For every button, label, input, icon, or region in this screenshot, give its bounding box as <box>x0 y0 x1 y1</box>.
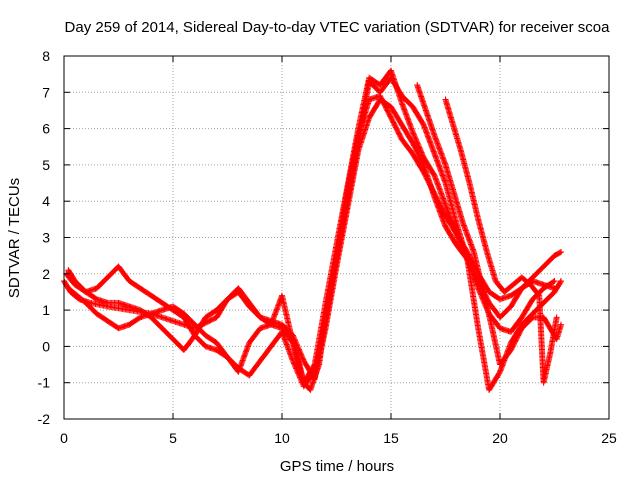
data-point-marker <box>410 131 417 138</box>
data-point-marker <box>299 355 306 362</box>
data-point-marker <box>414 139 421 146</box>
data-series-track-c <box>65 74 565 393</box>
data-point-marker <box>292 364 299 371</box>
data-point-marker <box>462 251 469 258</box>
data-point-marker <box>461 249 468 256</box>
chart-title: Day 259 of 2014, Sidereal Day-to-day VTE… <box>65 19 611 36</box>
data-point-marker <box>556 249 563 256</box>
x-tick-label: 10 <box>274 430 290 446</box>
data-point-marker <box>455 234 462 241</box>
data-point-marker <box>419 150 426 157</box>
data-point-marker <box>455 235 462 242</box>
y-tick-label: 2 <box>42 266 50 282</box>
data-series-track-b <box>63 96 565 383</box>
data-point-marker <box>415 141 422 148</box>
y-tick-label: -1 <box>38 375 51 391</box>
x-tick-label: 20 <box>492 430 508 446</box>
data-point-marker <box>457 239 464 246</box>
data-point-marker <box>417 147 424 154</box>
data-point-marker <box>409 129 416 136</box>
data-point-marker <box>460 247 467 254</box>
data-point-marker <box>458 243 465 250</box>
data-point-marker <box>289 357 296 364</box>
x-tick-label: 5 <box>169 430 177 446</box>
data-point-marker <box>557 279 564 286</box>
x-tick-label: 15 <box>383 430 399 446</box>
data-point-marker <box>453 232 460 239</box>
data-point-marker <box>459 244 466 251</box>
x-tick-label: 0 <box>60 430 68 446</box>
data-point-marker <box>411 133 418 140</box>
y-tick-label: 3 <box>42 230 50 246</box>
data-point-marker <box>290 359 297 366</box>
y-tick-label: 5 <box>42 157 50 173</box>
y-axis-label: SDTVAR / TECUs <box>6 178 23 298</box>
data-point-marker <box>461 248 468 255</box>
data-point-marker <box>415 143 422 150</box>
data-point-marker <box>457 241 464 248</box>
y-tick-label: 4 <box>42 193 50 209</box>
y-tick-label: 0 <box>42 338 50 354</box>
data-point-marker <box>298 352 305 359</box>
data-layer <box>61 67 565 393</box>
y-tick-label: 6 <box>42 121 50 137</box>
y-tick-label: 8 <box>42 48 50 64</box>
data-point-marker <box>416 145 423 152</box>
y-tick-label: 1 <box>42 302 50 318</box>
data-point-marker <box>553 314 560 321</box>
data-point-marker <box>456 238 463 245</box>
data-point-marker <box>416 144 423 151</box>
data-point-marker <box>458 242 465 249</box>
data-point-marker <box>558 321 565 328</box>
data-point-marker <box>551 278 558 285</box>
data-series-track-d <box>65 67 558 386</box>
data-point-marker <box>459 246 466 253</box>
data-point-marker <box>299 354 306 361</box>
data-point-marker <box>413 136 420 143</box>
data-point-marker <box>454 233 461 240</box>
data-point-marker <box>462 252 469 259</box>
x-tick-label: 25 <box>601 430 617 446</box>
data-point-marker <box>411 134 418 141</box>
data-series-track-f <box>442 96 560 386</box>
data-point-marker <box>413 138 420 145</box>
y-tick-label: -2 <box>38 411 51 427</box>
data-point-marker <box>558 249 565 256</box>
data-point-marker <box>463 253 470 260</box>
y-tick-label: 7 <box>42 84 50 100</box>
data-point-marker <box>453 230 460 237</box>
data-point-marker <box>550 278 557 285</box>
data-point-marker <box>311 362 318 369</box>
data-point-marker <box>291 361 298 368</box>
data-point-marker <box>412 135 419 142</box>
data-point-marker <box>414 140 421 147</box>
data-point-marker <box>456 237 463 244</box>
data-series-track-e <box>414 82 565 368</box>
data-point-marker <box>418 149 425 156</box>
tick-layer: 0 5 10 15 20 25 -2 -1 0 1 2 3 4 5 6 7 8 <box>38 48 617 446</box>
data-point-marker <box>290 360 297 367</box>
data-point-marker <box>417 148 424 155</box>
data-point-marker <box>292 363 299 370</box>
data-point-marker <box>463 255 470 262</box>
data-point-marker <box>410 130 417 137</box>
data-point-marker <box>419 152 426 159</box>
data-point-marker <box>558 278 565 285</box>
x-axis-label: GPS time / hours <box>280 458 394 475</box>
